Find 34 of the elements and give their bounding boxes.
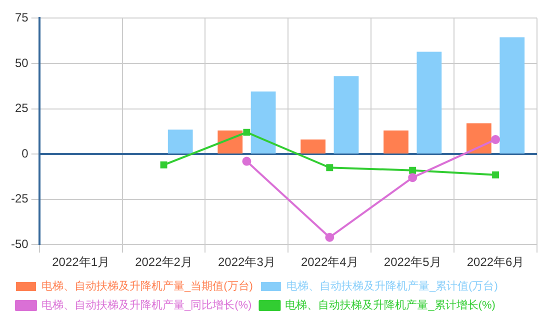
y-tick-label: -25 [11,192,29,206]
legend-label: 电梯、自动扶梯及升降机产量_累计增长(%) [285,298,496,312]
bar [334,76,359,154]
legend-label: 电梯、自动扶梯及升降机产量_当期值(万台) [42,280,253,293]
bar [218,130,243,154]
x-tick-label: 2022年6月 [466,255,524,270]
bar [416,52,442,154]
bar [466,123,492,154]
y-tick-label: 25 [14,101,29,116]
legend-label: 电梯、自动扶梯及升降机产量_累计值(万台) [286,280,498,293]
x-tick-label: 2022年5月 [384,255,442,270]
bar [300,140,326,154]
y-tick-label: 75 [14,10,29,25]
point [326,164,334,172]
point [491,135,500,144]
x-tick-label: 2022年4月 [300,255,358,270]
point [242,156,252,166]
point [409,166,416,174]
x-tick-label: 2022年3月 [218,255,276,270]
legend-label: 电梯、自动扶梯及升降机产量_同比增长(%) [42,298,252,312]
bar [250,92,276,154]
x-tick-label: 2022年1月 [52,255,110,270]
point [325,232,334,242]
point [160,161,168,168]
bar [500,37,525,154]
point [492,171,500,178]
bar [168,130,193,154]
y-tick-label: -50 [11,236,29,251]
point [243,128,250,136]
y-tick-label: 50 [14,56,29,70]
bar [384,130,408,154]
y-tick-label: 0 [22,146,29,160]
point [408,173,418,182]
x-tick-label: 2022年2月 [135,255,192,270]
